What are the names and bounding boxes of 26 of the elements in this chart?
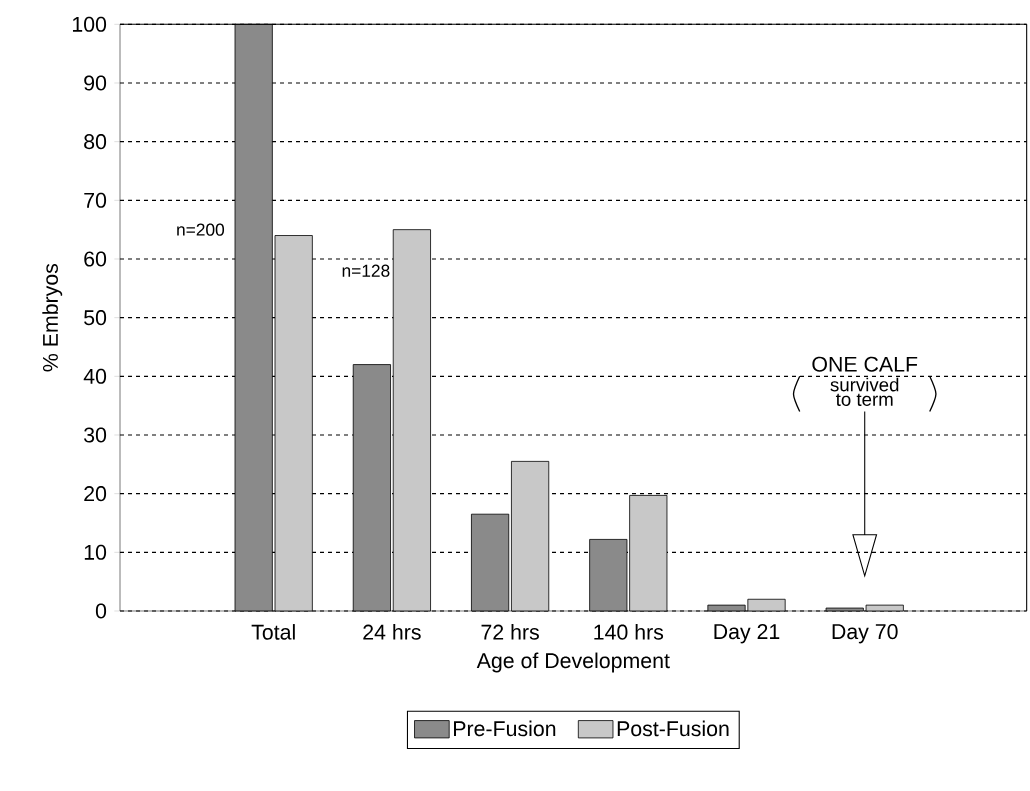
x-tick-label: Total bbox=[251, 624, 295, 640]
x-tick-label: Day 21 bbox=[714, 624, 780, 644]
x-tick-label: 72 hrs bbox=[481, 624, 539, 640]
y-tick-label: 0 bbox=[95, 603, 107, 619]
annotation: n=200 bbox=[177, 223, 225, 236]
annotation: ONE CALF bbox=[812, 356, 918, 372]
y-tick-label: 70 bbox=[84, 192, 107, 208]
annotation: survived bbox=[830, 377, 899, 392]
y-axis-title: % Embryos bbox=[42, 263, 63, 372]
legend-label: Pre-Fusion bbox=[454, 720, 556, 737]
x-tick-label: Day 70 bbox=[832, 624, 898, 644]
y-tick-label: 40 bbox=[83, 368, 107, 384]
x-axis-title: Age of Development bbox=[476, 652, 670, 673]
y-tick-label: 80 bbox=[84, 134, 107, 150]
y-tick-label: 10 bbox=[84, 544, 107, 560]
legend-label: Post-Fusion bbox=[617, 720, 729, 737]
x-tick-label: 140 hrs bbox=[594, 624, 664, 640]
y-tick-label: 60 bbox=[84, 251, 107, 267]
y-tick-label: 20 bbox=[84, 486, 107, 502]
x-tick-label: 24 hrs bbox=[363, 624, 421, 640]
y-tick-label: 30 bbox=[84, 427, 107, 443]
y-tick-label: 50 bbox=[84, 310, 107, 326]
annotation: to term bbox=[835, 393, 893, 406]
y-tick-label: 100 bbox=[72, 16, 107, 32]
annotation: n=128 bbox=[342, 264, 390, 277]
y-tick-label: 90 bbox=[84, 75, 107, 91]
